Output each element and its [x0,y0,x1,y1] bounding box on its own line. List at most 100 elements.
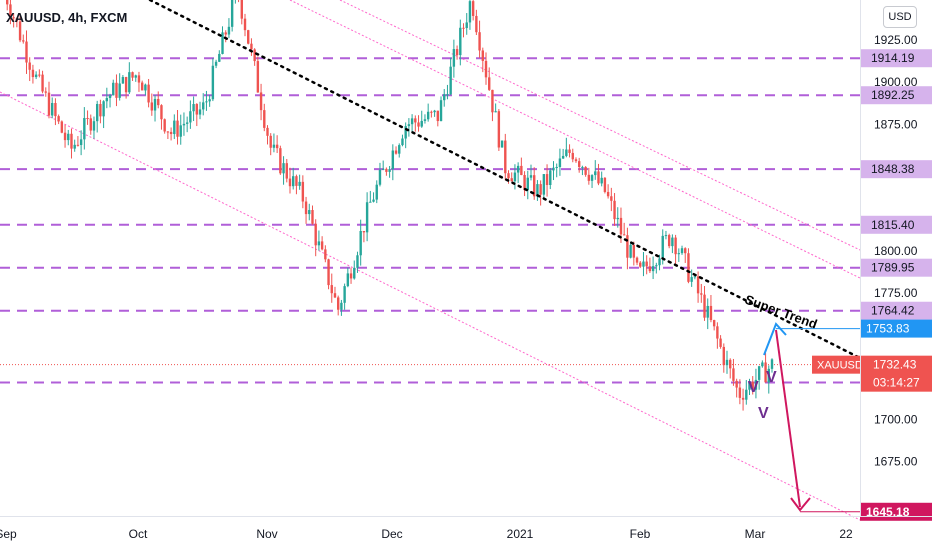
candle [478,32,481,51]
super-trend-label: Super Trend [743,292,819,332]
candle [738,387,742,398]
level-label: 1815.40 [871,218,915,232]
candle [9,4,12,18]
candle [124,77,128,93]
candle [224,32,227,35]
candle [163,119,166,132]
candle [664,235,668,237]
candle [449,66,452,95]
candle [690,277,693,282]
candle [89,118,92,131]
candle [92,121,96,131]
candle [317,241,321,246]
candle [500,140,504,148]
time-tick: 2021 [507,527,534,541]
symbol-title: XAUUSD, 4h, FXCM [6,10,128,25]
candle [639,262,642,267]
candle [327,259,330,286]
candle [539,184,542,195]
currency-button[interactable]: USD [883,6,917,28]
candle [44,91,47,93]
candle [86,118,89,120]
candle [610,196,613,201]
candle [214,61,218,66]
candle [227,26,231,35]
candle [301,181,305,202]
candle [179,125,182,137]
time-tick: Nov [256,527,277,541]
candle [128,72,131,93]
level-label: 1914.19 [871,51,915,65]
candle [703,294,706,318]
channel-line [339,0,861,251]
price-symbol: XAUUSD [817,360,863,372]
candle [394,150,398,154]
candle [488,77,491,90]
last-price-bg [860,355,932,392]
candle [67,133,70,141]
candle [202,102,205,110]
candle [169,131,173,135]
candle [504,140,507,174]
candle [253,49,256,62]
candle [250,43,253,50]
candle [661,235,664,259]
candle [388,169,391,172]
candle [304,201,308,215]
candle [594,171,597,176]
candle [687,253,690,282]
candle [115,82,118,98]
candle [118,83,121,98]
candle [417,122,420,127]
candle [353,267,356,279]
price-tick: 1675.00 [874,455,918,469]
candle [516,165,520,173]
candle [552,167,555,171]
candle [600,177,603,184]
level-label-bg [860,86,932,105]
candle [198,109,202,115]
level-label: 1848.38 [871,162,915,176]
candle [587,174,591,181]
v-mark: V [758,405,769,422]
candle [410,118,414,125]
candle [574,159,578,162]
candle [622,234,626,236]
candle [83,118,86,140]
candle [414,118,417,123]
candle [484,60,488,78]
candle [54,102,57,117]
candle [314,223,317,246]
candle [391,150,395,170]
candle [256,61,260,93]
price-symbol-bg [812,355,860,374]
candle [6,0,9,5]
candle [751,381,754,390]
candle [153,98,157,111]
candle [51,102,54,116]
candle [761,362,764,367]
candle [401,138,404,146]
level-label-bg [860,301,932,320]
candle [372,199,375,202]
candle [462,27,465,29]
candle [642,261,645,267]
candle [22,40,25,42]
candle [147,84,150,103]
candle [436,110,440,122]
candle [507,173,510,179]
candle [173,120,176,135]
candle [725,359,729,366]
candle [378,169,382,185]
candle [38,74,41,76]
price-tick: 1875.00 [874,117,918,131]
candle [430,111,433,113]
candle [465,22,468,29]
candle [632,244,636,258]
candle [108,95,112,99]
candle [240,0,243,19]
candle [211,65,215,100]
candle [272,144,276,148]
level-label: 1892.25 [871,88,915,102]
